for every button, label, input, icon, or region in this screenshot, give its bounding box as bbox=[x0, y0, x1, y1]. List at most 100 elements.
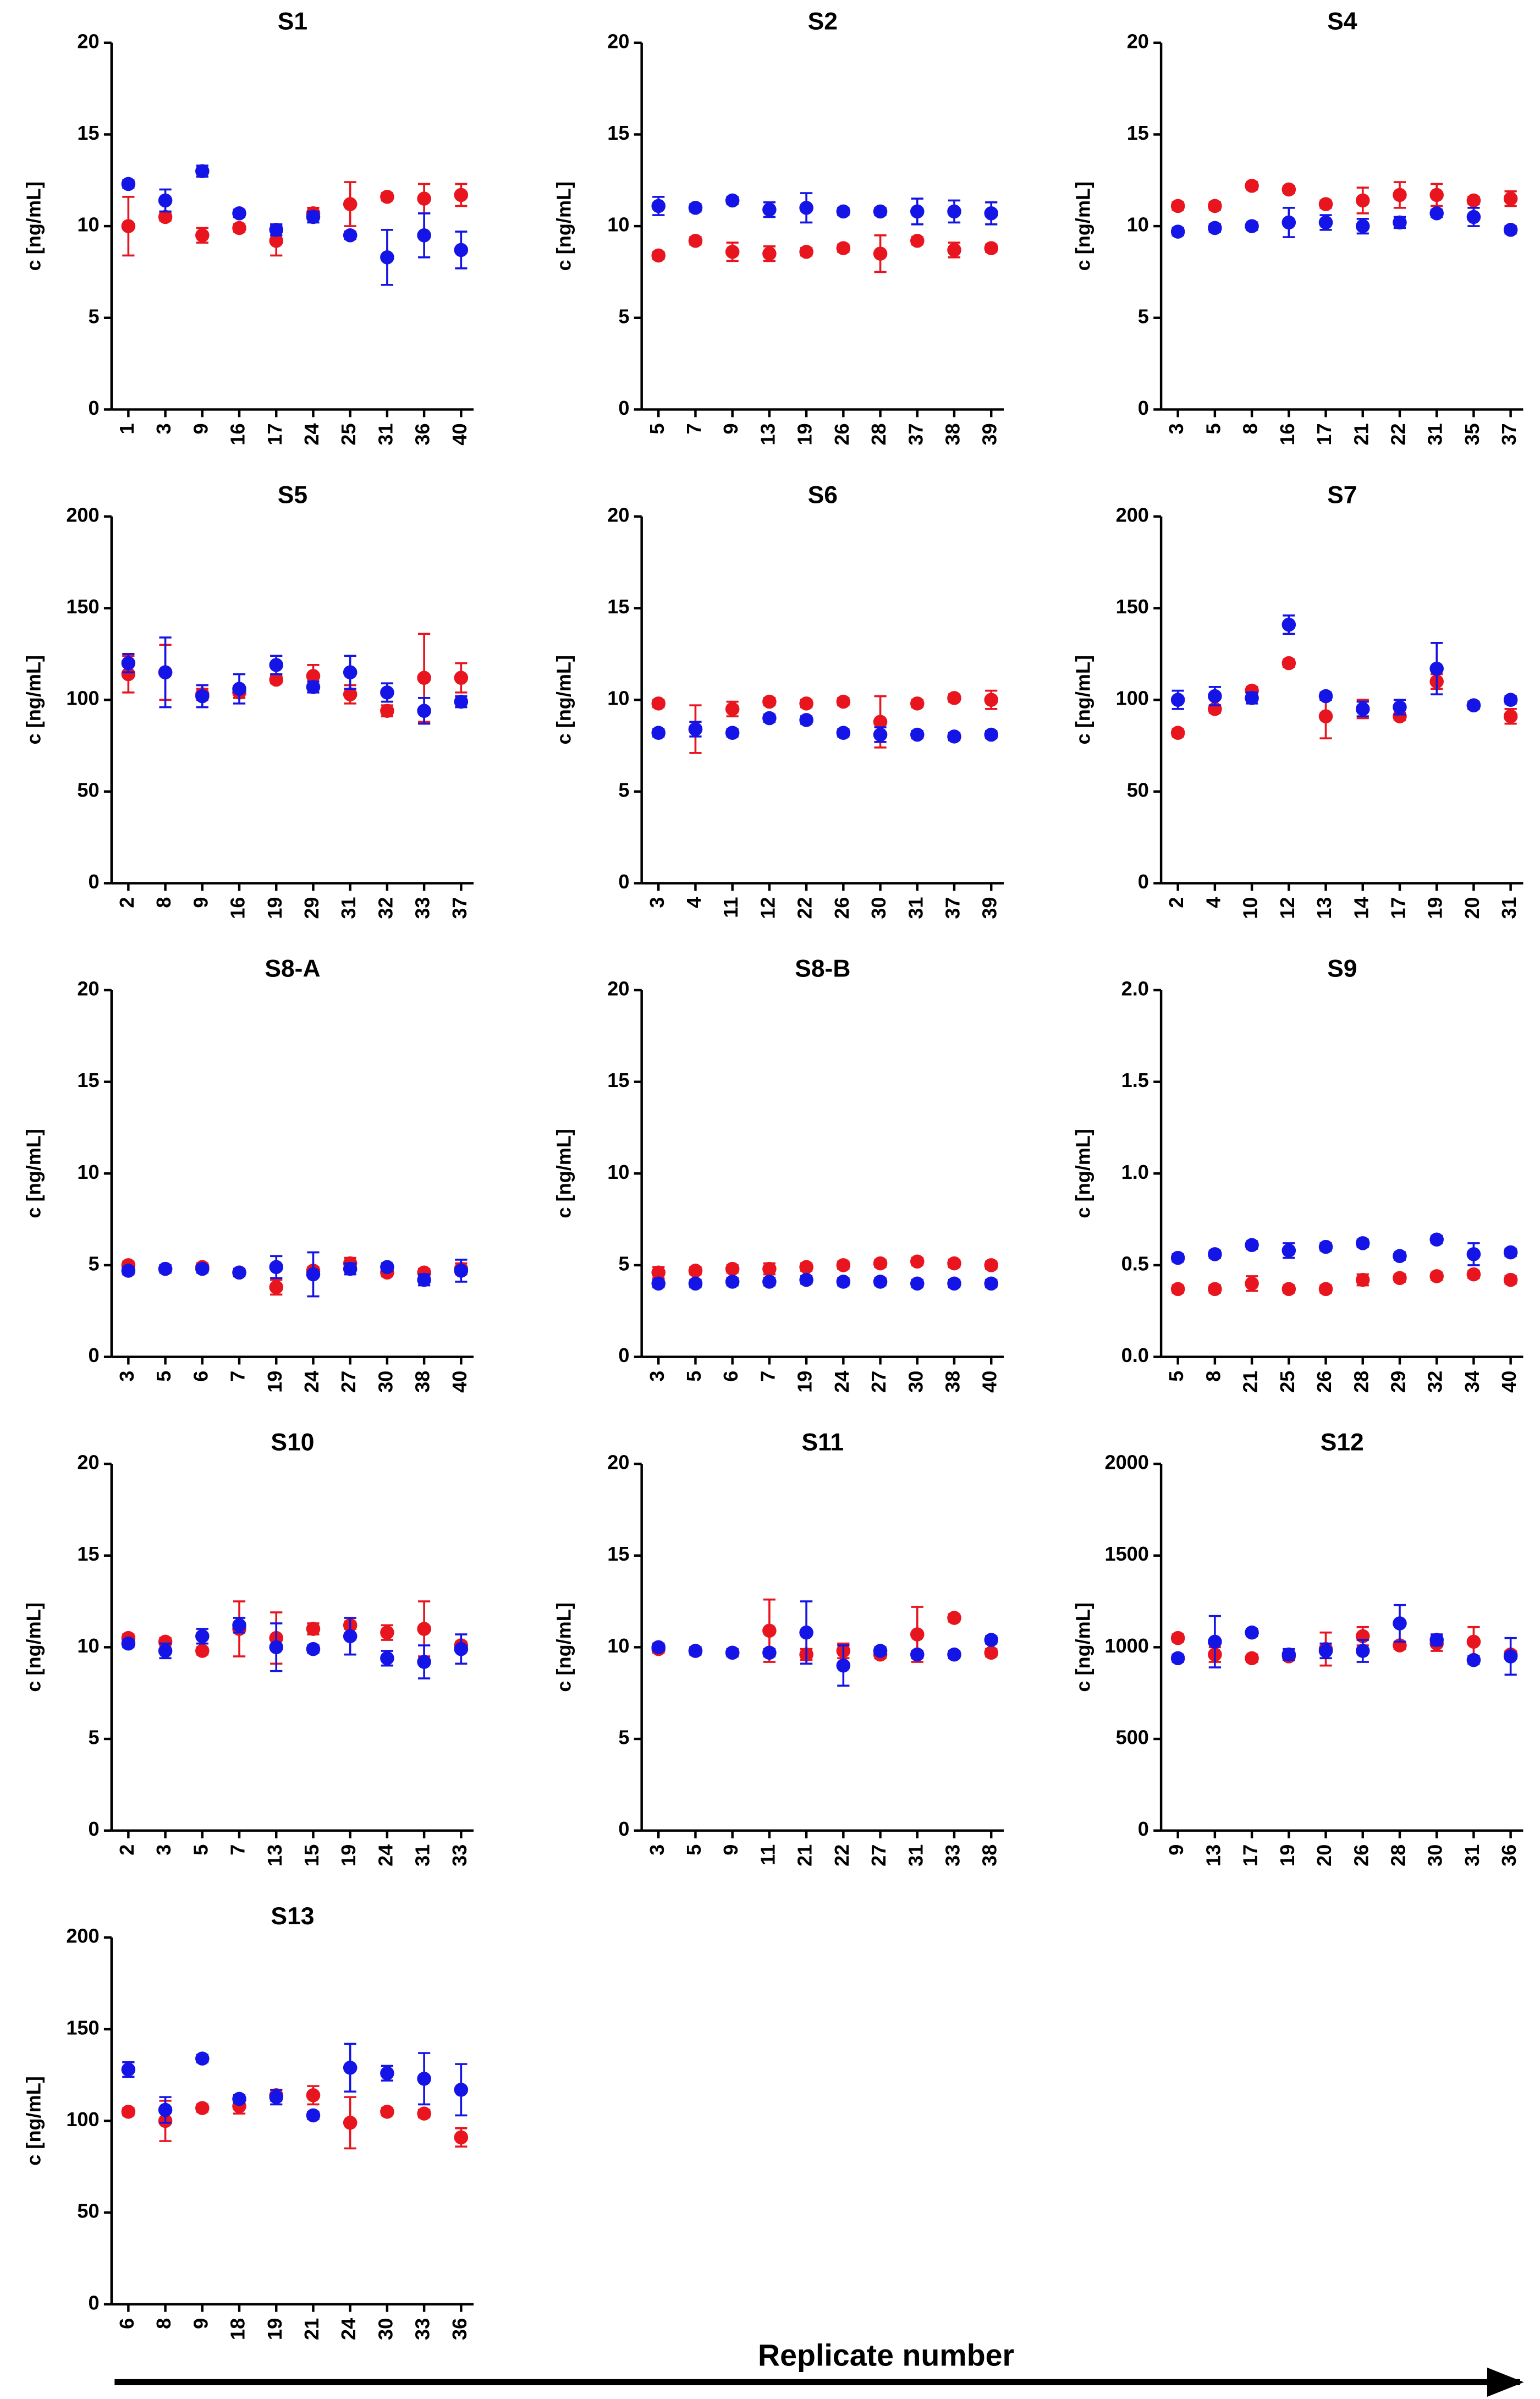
data-point bbox=[269, 222, 284, 237]
data-point bbox=[232, 1618, 246, 1633]
x-tick-label: 39 bbox=[978, 423, 1001, 445]
y-tick-label: 150 bbox=[66, 2016, 99, 2039]
data-point bbox=[984, 206, 998, 221]
y-tick-label: 100 bbox=[66, 687, 99, 710]
data-point bbox=[158, 1261, 173, 1276]
data-point bbox=[836, 241, 851, 255]
data-point bbox=[1318, 689, 1333, 704]
y-tick-label: 20 bbox=[607, 503, 629, 526]
data-point bbox=[873, 204, 888, 219]
y-tick-label: 5 bbox=[88, 1726, 99, 1749]
data-point bbox=[1318, 1282, 1333, 1297]
data-point bbox=[1503, 709, 1518, 723]
x-tick-label: 7 bbox=[227, 1844, 249, 1855]
data-point bbox=[1208, 1634, 1222, 1649]
data-point bbox=[947, 729, 961, 744]
data-point bbox=[1393, 700, 1407, 715]
data-point bbox=[454, 2083, 469, 2097]
data-point bbox=[417, 704, 431, 718]
x-tick-label: 4 bbox=[1202, 897, 1224, 908]
y-tick-label: 1.5 bbox=[1121, 1069, 1149, 1091]
data-point bbox=[947, 691, 961, 705]
x-tick-label: 8 bbox=[152, 897, 175, 908]
y-tick-label: 5 bbox=[618, 1252, 629, 1275]
y-tick-label: 10 bbox=[607, 1161, 629, 1183]
x-tick-label: 2 bbox=[116, 897, 138, 908]
data-point bbox=[1282, 1243, 1296, 1258]
data-point bbox=[1282, 182, 1296, 197]
x-tick-label: 16 bbox=[1276, 423, 1299, 445]
y-tick-label: 2.0 bbox=[1121, 977, 1149, 1000]
data-point bbox=[762, 246, 777, 261]
data-point bbox=[1170, 726, 1185, 740]
data-point bbox=[195, 1629, 210, 1644]
x-tick-label: 24 bbox=[374, 1844, 397, 1867]
data-point bbox=[417, 2072, 431, 2086]
data-point bbox=[836, 1275, 851, 1289]
panel-title: S4 bbox=[1327, 8, 1357, 35]
y-tick-label: 15 bbox=[77, 1069, 99, 1091]
data-point bbox=[1355, 219, 1370, 233]
data-point bbox=[873, 1644, 888, 1658]
data-point bbox=[343, 1261, 358, 1276]
data-point bbox=[195, 164, 210, 178]
x-tick-label: 21 bbox=[794, 1844, 816, 1867]
x-tick-label: 5 bbox=[646, 423, 668, 434]
x-tick-label: 38 bbox=[978, 1844, 1001, 1867]
x-tick-label: 26 bbox=[1350, 1844, 1372, 1867]
y-tick-label: 15 bbox=[77, 122, 99, 144]
data-point bbox=[725, 726, 740, 740]
x-tick-label: 25 bbox=[337, 423, 360, 445]
data-point bbox=[1429, 661, 1444, 676]
data-point bbox=[1503, 1272, 1518, 1287]
data-point bbox=[232, 221, 246, 235]
data-point bbox=[1355, 1236, 1370, 1250]
data-point bbox=[121, 1264, 136, 1278]
data-point bbox=[417, 228, 431, 243]
data-point bbox=[232, 1265, 246, 1280]
data-point bbox=[910, 233, 925, 248]
y-tick-label: 5 bbox=[88, 1252, 99, 1275]
data-point bbox=[1245, 219, 1259, 233]
data-point bbox=[306, 2108, 321, 2123]
data-point bbox=[1503, 222, 1518, 237]
data-point bbox=[799, 696, 813, 711]
x-tick-label: 1 bbox=[116, 423, 138, 434]
y-tick-label: 20 bbox=[607, 1451, 629, 1474]
data-point bbox=[1503, 191, 1518, 206]
x-tick-label: 32 bbox=[1424, 1371, 1447, 1393]
data-point bbox=[1170, 693, 1185, 707]
data-point bbox=[343, 2116, 358, 2130]
x-tick-label: 32 bbox=[374, 897, 397, 919]
data-point bbox=[1355, 702, 1370, 716]
data-point bbox=[417, 2106, 431, 2121]
y-tick-label: 200 bbox=[66, 1925, 99, 1947]
data-point bbox=[158, 210, 173, 224]
x-tick-label: 8 bbox=[1239, 423, 1262, 434]
data-point bbox=[1355, 193, 1370, 208]
data-point bbox=[1170, 1631, 1185, 1645]
panel-title: S7 bbox=[1327, 481, 1357, 508]
y-tick-label: 15 bbox=[77, 1542, 99, 1565]
y-axis-label: c [ng/mL] bbox=[22, 1129, 45, 1218]
x-tick-label: 9 bbox=[189, 897, 212, 908]
data-point bbox=[688, 1264, 703, 1278]
data-point bbox=[1466, 1267, 1481, 1282]
x-tick-label: 38 bbox=[411, 1371, 434, 1393]
y-tick-label: 20 bbox=[77, 1451, 99, 1474]
y-axis-label: c [ng/mL] bbox=[552, 1129, 575, 1218]
x-tick-label: 7 bbox=[756, 1371, 779, 1382]
data-point bbox=[195, 2051, 210, 2066]
x-tick-label: 6 bbox=[116, 2318, 138, 2329]
panel-title: S12 bbox=[1321, 1429, 1364, 1456]
data-point bbox=[910, 204, 925, 219]
x-tick-label: 14 bbox=[1350, 897, 1372, 919]
data-point bbox=[1429, 1633, 1444, 1647]
data-point bbox=[984, 1645, 998, 1660]
data-point bbox=[910, 1647, 925, 1662]
x-tick-label: 5 bbox=[1165, 1371, 1187, 1382]
x-tick-label: 29 bbox=[300, 897, 323, 919]
data-point bbox=[1503, 1649, 1518, 1664]
x-tick-label: 30 bbox=[1424, 1844, 1447, 1867]
x-tick-label: 12 bbox=[756, 897, 779, 919]
